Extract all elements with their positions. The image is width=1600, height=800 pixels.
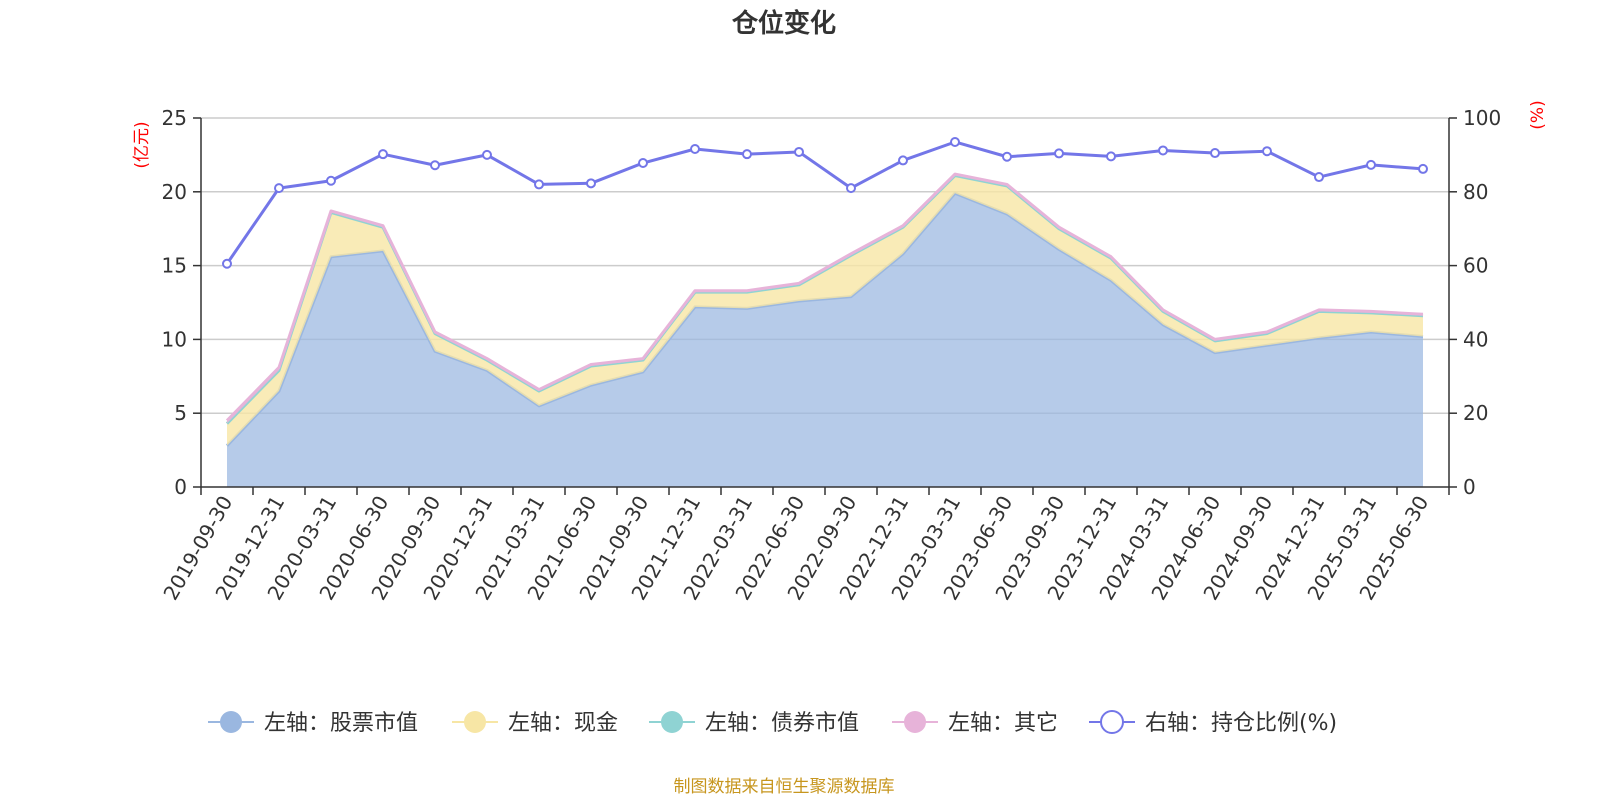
- right-tick-label: 40: [1463, 327, 1488, 351]
- ratio-point: [1262, 146, 1272, 157]
- left-tick-label: 10: [162, 327, 187, 351]
- ratio-point: [1054, 148, 1064, 159]
- legend-marker: [464, 711, 486, 733]
- legend-item[interactable]: 左轴：其它: [892, 711, 1058, 736]
- ratio-point: [794, 146, 804, 157]
- ratio-point: [690, 143, 700, 154]
- ratio-point: [1002, 151, 1012, 162]
- legend-label: 左轴：现金: [508, 711, 618, 736]
- ratio-point: [1106, 151, 1116, 162]
- ratio-point: [326, 175, 336, 186]
- ratio-point: [430, 160, 440, 171]
- right-tick-label: 80: [1463, 180, 1488, 204]
- ratio-point: [1418, 163, 1428, 174]
- legend-marker: [1100, 710, 1124, 734]
- left-tick-label: 5: [174, 401, 187, 425]
- legend-label: 左轴：其它: [948, 711, 1058, 736]
- right-tick-label: 20: [1463, 401, 1488, 425]
- ratio-point: [1366, 159, 1376, 170]
- legend-marker: [661, 711, 683, 733]
- ratio-point: [378, 149, 388, 160]
- legend-label: 左轴：股票市值: [264, 711, 418, 736]
- right-tick-label: 0: [1463, 475, 1476, 499]
- stacked-areas: [225, 172, 1424, 487]
- legend-item[interactable]: 左轴：现金: [452, 711, 618, 736]
- ratio-point: [482, 149, 492, 160]
- ratio-point: [1210, 148, 1220, 159]
- ratio-point: [274, 183, 284, 194]
- left-tick-label: 25: [162, 106, 187, 130]
- left-axis-unit: (亿元): [132, 121, 152, 168]
- area-series-0: [227, 193, 1423, 487]
- legend-item[interactable]: 右轴：持仓比例(%): [1089, 710, 1337, 736]
- legend-item[interactable]: 左轴：股票市值: [208, 711, 418, 736]
- right-tick-label: 100: [1463, 106, 1501, 130]
- chart-title: 仓位变化: [731, 8, 836, 39]
- left-tick-label: 15: [162, 254, 187, 278]
- legend-marker: [904, 711, 926, 733]
- legend-marker: [220, 711, 242, 733]
- ratio-point: [222, 258, 232, 269]
- ratio-point: [638, 158, 648, 169]
- position-ratio-line: [222, 136, 1428, 269]
- legend-item[interactable]: 左轴：债券市值: [649, 711, 859, 736]
- area-series-line-3: [225, 172, 1424, 422]
- left-tick-label: 20: [162, 180, 187, 204]
- right-tick-label: 60: [1463, 254, 1488, 278]
- ratio-point: [846, 183, 856, 194]
- ratio-point: [950, 136, 960, 147]
- ratio-point: [534, 179, 544, 190]
- ratio-line: [225, 140, 1424, 265]
- ratio-point: [1158, 145, 1168, 156]
- legend[interactable]: 左轴：股票市值 左轴：现金 左轴：债券市值 左轴：其它 右轴：持仓比例(%): [208, 710, 1337, 736]
- ratio-point: [898, 155, 908, 166]
- ratio-point: [1314, 172, 1324, 183]
- ratio-point: [742, 149, 752, 160]
- ratio-point: [586, 178, 596, 189]
- legend-label: 右轴：持仓比例(%): [1145, 711, 1337, 736]
- right-axis-unit: (%): [1528, 100, 1548, 129]
- legend-label: 左轴：债券市值: [705, 711, 859, 736]
- source-note: 制图数据来自恒生聚源数据库: [674, 777, 895, 797]
- left-tick-label: 0: [174, 475, 187, 499]
